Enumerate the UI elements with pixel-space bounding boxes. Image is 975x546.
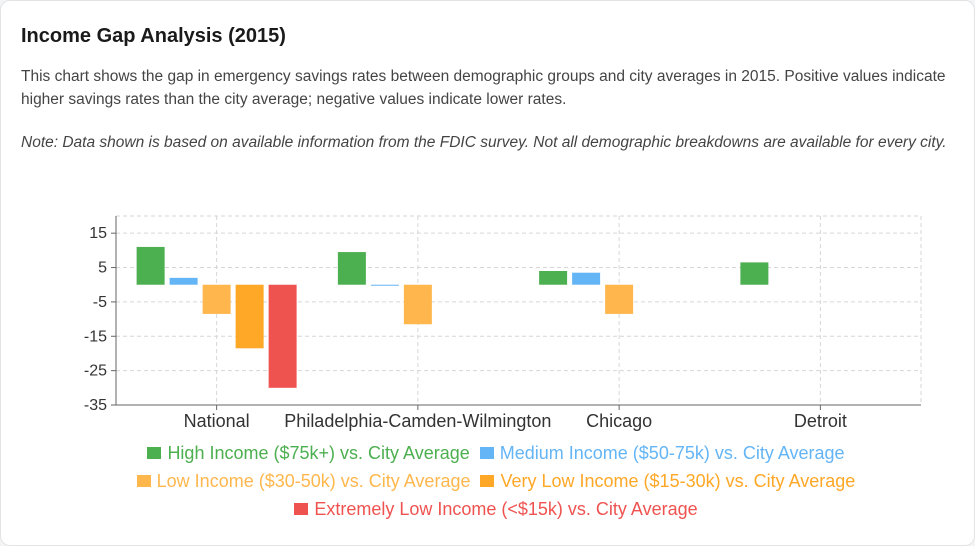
bar (202, 284, 231, 314)
x-tick-label: National (184, 411, 250, 431)
legend-swatch (136, 475, 151, 487)
bar (268, 284, 297, 388)
y-tick-label: -25 (84, 363, 107, 380)
legend-swatch (480, 475, 495, 487)
x-tick-label: Chicago (586, 411, 652, 431)
bar (136, 246, 165, 285)
legend-swatch (294, 503, 309, 515)
bar (539, 270, 568, 285)
legend-label: Low Income ($30-50k) vs. City Average (156, 471, 471, 491)
y-tick-label: -5 (93, 294, 107, 311)
bar (169, 277, 198, 285)
legend-swatch (147, 447, 162, 459)
legend-item[interactable]: Medium Income ($50-75k) vs. City Average (479, 442, 845, 464)
chart-title: Income Gap Analysis (2015) (21, 25, 286, 47)
bar (740, 262, 769, 285)
legend-label: Extremely Low Income (<$15k) vs. City Av… (314, 499, 698, 519)
chart-note: Note: Data shown is based on available i… (21, 134, 947, 151)
y-tick-label: 5 (98, 260, 107, 277)
bar (370, 284, 399, 286)
bar (337, 252, 366, 285)
bar (235, 284, 264, 349)
x-tick-label: Detroit (794, 411, 847, 431)
x-tick-label: Philadelphia-Camden-Wilmington (284, 411, 551, 431)
bar (572, 272, 601, 285)
chart-description: This chart shows the gap in emergency sa… (21, 68, 946, 108)
legend-item[interactable]: Low Income ($30-50k) vs. City Average (136, 470, 471, 492)
y-tick-label: -35 (84, 397, 107, 414)
y-tick-label: -15 (84, 328, 107, 345)
bar (403, 284, 432, 325)
legend-label: Very Low Income ($15-30k) vs. City Avera… (500, 471, 856, 491)
legend-swatch (479, 447, 494, 459)
legend-item[interactable]: Very Low Income ($15-30k) vs. City Avera… (480, 470, 855, 492)
legend-item[interactable]: High Income ($75k+) vs. City Average (147, 442, 470, 464)
legend-item[interactable]: Extremely Low Income (<$15k) vs. City Av… (294, 498, 698, 520)
bar-chart: 15 5 -5 -15 -25 -35 National Philadelphia-Camde… (84, 215, 922, 431)
legend-label: High Income ($75k+) vs. City Average (167, 443, 470, 463)
bar (605, 284, 634, 314)
y-tick-label: 15 (89, 225, 107, 242)
legend-label: Medium Income ($50-75k) vs. City Average (499, 443, 845, 463)
chart-legend: High Income ($75k+) vs. City Average Medi… (101, 442, 891, 520)
